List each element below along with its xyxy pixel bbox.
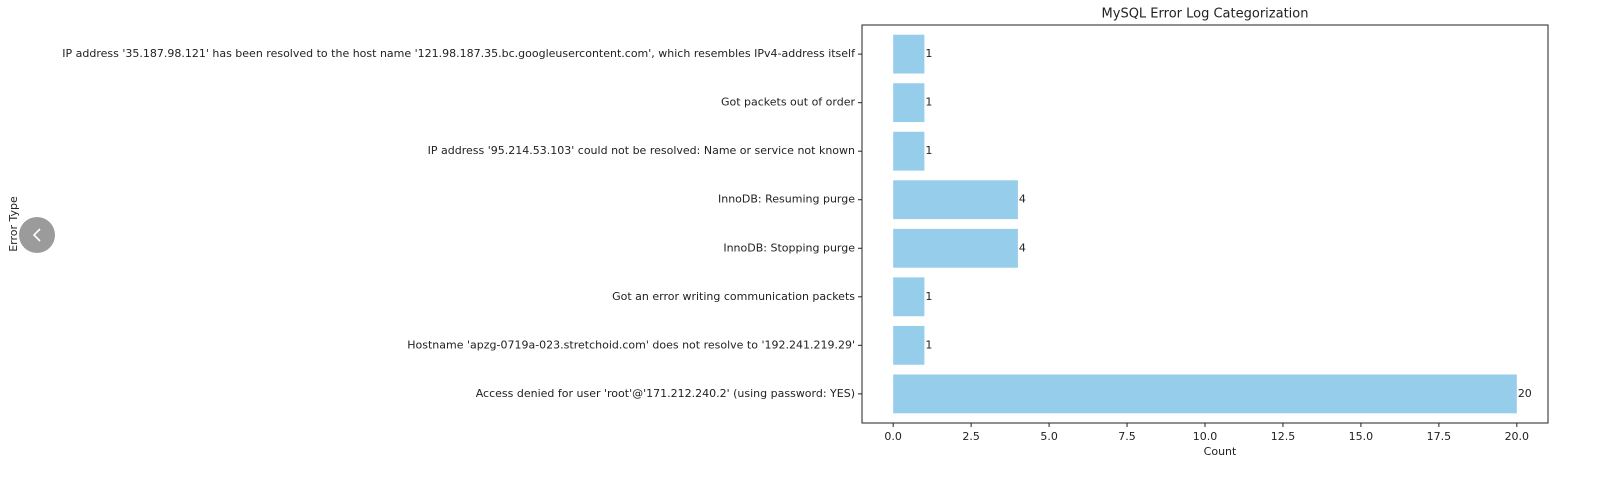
data-label: 1 <box>925 96 932 109</box>
y-tick-label: IP address '35.187.98.121' has been reso… <box>62 47 856 60</box>
chart-title: MySQL Error Log Categorization <box>1102 7 1309 22</box>
x-tick-label: 7.5 <box>1118 430 1136 443</box>
data-label: 1 <box>925 290 932 303</box>
y-tick-label: Hostname 'apzg-0719a-023.stretchoid.com'… <box>407 338 855 351</box>
bar <box>893 374 1517 414</box>
y-tick-label: InnoDB: Resuming purge <box>718 193 855 206</box>
x-tick-label: 10.0 <box>1193 430 1218 443</box>
x-tick-label: 5.0 <box>1040 430 1058 443</box>
x-tick-label: 15.0 <box>1349 430 1374 443</box>
bar <box>893 83 925 123</box>
x-tick-label: 2.5 <box>962 430 980 443</box>
data-label: 20 <box>1518 387 1532 400</box>
y-tick-label: Access denied for user 'root'@'171.212.2… <box>476 387 855 400</box>
data-label: 4 <box>1019 193 1026 206</box>
x-tick-label: 12.5 <box>1271 430 1296 443</box>
bar <box>893 34 925 74</box>
button-circle[interactable] <box>19 217 55 253</box>
plot-frame <box>861 24 1549 424</box>
y-axis-label: Error Type <box>7 196 20 252</box>
bar <box>893 131 925 171</box>
x-tick-label: 17.5 <box>1427 430 1452 443</box>
data-label: 1 <box>925 338 932 351</box>
arrow-icon <box>32 228 41 242</box>
bar <box>893 180 1018 220</box>
y-tick-label: InnoDB: Stopping purge <box>723 241 855 254</box>
y-tick-label: IP address '95.214.53.103' could not be … <box>428 144 855 157</box>
data-label: 1 <box>925 47 932 60</box>
x-axis-label: Count <box>1204 445 1237 458</box>
y-tick-label: Got packets out of order <box>721 96 856 109</box>
data-label: 1 <box>925 144 932 157</box>
data-label: 4 <box>1019 241 1026 254</box>
bar <box>893 228 1018 268</box>
bar <box>893 325 925 365</box>
x-tick-label: 0.0 <box>884 430 902 443</box>
x-tick-label: 20.0 <box>1505 430 1530 443</box>
y-tick-label: Got an error writing communication packe… <box>612 290 855 303</box>
carousel-prev-button[interactable] <box>19 217 55 253</box>
bar <box>893 277 925 317</box>
